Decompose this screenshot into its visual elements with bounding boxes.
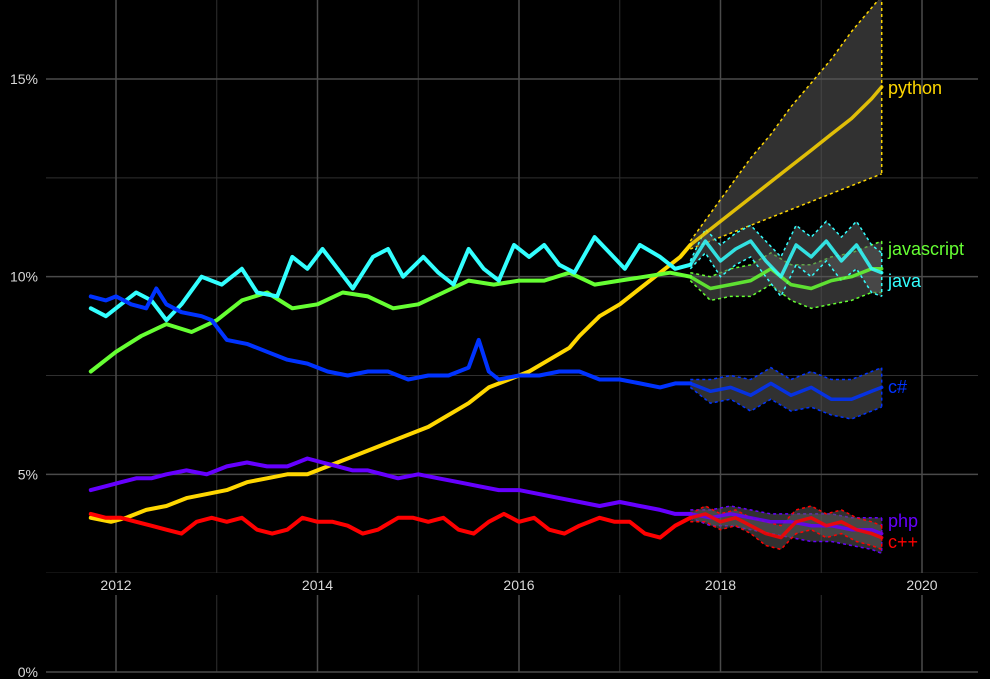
forecast-band-python — [690, 0, 882, 249]
series-label-php: php — [888, 511, 918, 531]
x-axis-label-strip — [46, 573, 978, 595]
y-tick-label-5: 5% — [18, 466, 38, 482]
axis-ticks: 2012 2014 2016 2018 2020 0% 5% 10% 15% — [10, 71, 978, 679]
forecast-bands — [689, 0, 883, 555]
series-line-python — [88, 243, 693, 524]
y-tick-label-15: 15% — [10, 71, 38, 87]
forecast-lower-javascript — [689, 280, 882, 310]
forecast-upper-python — [689, 0, 880, 242]
x-tick-label-2014: 2014 — [302, 577, 333, 593]
y-tick-label-10: 10% — [10, 269, 38, 285]
x-tick-label-2020: 2020 — [906, 577, 937, 593]
forecast-line-csharp — [688, 381, 884, 401]
x-tick-label-2012: 2012 — [100, 577, 131, 593]
series-line-cpp — [88, 511, 693, 540]
series-line-javascript — [88, 270, 693, 374]
series-label-javascript: javascript — [887, 239, 964, 259]
x-tick-label-2018: 2018 — [705, 577, 736, 593]
series-label-java: java — [887, 271, 922, 291]
y-tick-label-0: 0% — [18, 664, 38, 679]
series-lines — [88, 85, 884, 540]
forecast-line-python — [688, 85, 884, 247]
series-line-php — [88, 456, 693, 516]
forecast-line-javascript — [688, 267, 884, 291]
forecast-band-java — [690, 221, 882, 297]
forecast-upper-java — [689, 220, 883, 262]
forecast-lower-cpp — [690, 521, 882, 551]
series-label-python: python — [888, 78, 942, 98]
forecast-lower-csharp — [689, 386, 882, 420]
forecast-upper-cpp — [689, 505, 882, 527]
forecast-line-java — [688, 239, 884, 279]
series-line-java — [88, 235, 693, 323]
series-label-csharp: c# — [888, 377, 907, 397]
series-label-cpp: c++ — [888, 532, 918, 552]
forecast-line-cpp — [688, 512, 884, 540]
series-line-csharp — [88, 286, 693, 390]
forecast-lower-java — [689, 251, 882, 298]
x-tick-label-2016: 2016 — [503, 577, 534, 593]
forecast-lower-python — [690, 173, 882, 250]
